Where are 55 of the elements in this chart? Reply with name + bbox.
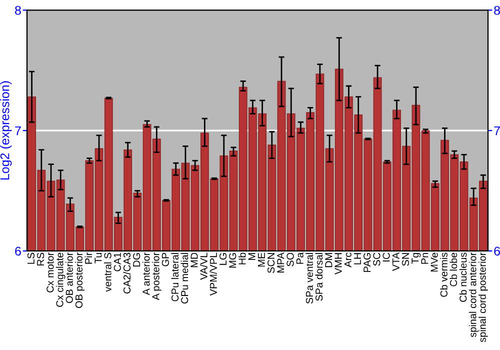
x-tick-label: ME (258, 252, 265, 267)
x-tick-label: SPa ventral (306, 253, 314, 304)
x-tick-label: DG (133, 253, 140, 267)
x-tick-label: LH (354, 253, 361, 264)
y-tick-label: 6 (15, 246, 21, 256)
x-tick-label: MD (190, 252, 198, 268)
x-tick-label: SPa dorsal (315, 253, 323, 301)
x-tick-label: Cb vermis (440, 252, 448, 297)
x-tick-label: Hb (238, 252, 246, 264)
x-tick-label: Tu (94, 253, 102, 264)
x-tick-label: Pn (421, 252, 428, 264)
x-tick-label: MPA (277, 252, 284, 272)
x-tick-label: DM (325, 253, 332, 268)
x-tick-label: Tg (412, 252, 421, 264)
x-tick-label: VPM/VPL (210, 252, 217, 296)
x-tick-label: Cx cingulate (56, 252, 66, 307)
x-tick-label: MVe (430, 252, 438, 272)
x-tick-label: Arc (344, 252, 352, 268)
y2-tick-label: 7 (494, 126, 500, 136)
x-tick-label: SN (402, 253, 410, 266)
y2-tick-label: 6 (494, 246, 500, 256)
x-tick-label: PAG (364, 253, 371, 272)
x-tick-label: LS (27, 252, 34, 264)
x-tick-label: SC (373, 252, 380, 266)
x-tick-label: VTA (392, 252, 400, 272)
x-tick-label: CPu medial (180, 253, 188, 304)
x-tick-label: SCN (268, 253, 275, 273)
x-tick-label: VMH (334, 253, 342, 275)
x-tick-label: Cb nucleus (459, 252, 467, 302)
x-tick-label: ventral S (104, 252, 112, 292)
x-tick-label: RS (37, 252, 44, 266)
x-tick-label: Cb lobe (450, 252, 458, 286)
x-tick-label: CA2/CA3 (123, 252, 131, 294)
x-tick-label: IC (382, 252, 390, 262)
x-tick-label: Pir (84, 252, 92, 264)
x-tick-label: GP (162, 252, 169, 266)
x-tick-label: OB posterior (75, 252, 84, 308)
x-tick-label: CA1 (114, 252, 121, 272)
x-tick-label: VA/VL (200, 252, 208, 280)
x-tick-label: Pa (296, 252, 304, 264)
x-tick-label: spinal cord posterior (478, 252, 488, 342)
x-tick-label: CPu lateral (171, 253, 179, 302)
y-tick-label: 8 (15, 6, 21, 15)
x-tick-label: LG (219, 253, 227, 265)
y-axis-title: Log2 (expression) (0, 81, 12, 180)
x-tick-label: MG (229, 253, 236, 268)
x-tick-label: SO (286, 252, 294, 266)
x-tick-label: OB anterior (66, 252, 73, 303)
x-tick-label: A anterior (142, 252, 150, 296)
y-tick-label: 7 (15, 126, 21, 136)
y2-tick-label: 8 (494, 6, 500, 15)
x-tick-label: A posterior (152, 252, 162, 300)
x-tick-label: M (248, 253, 256, 260)
x-tick-label: Cx motor (46, 252, 54, 292)
x-tick-label: spinal cord anterior (468, 252, 478, 338)
